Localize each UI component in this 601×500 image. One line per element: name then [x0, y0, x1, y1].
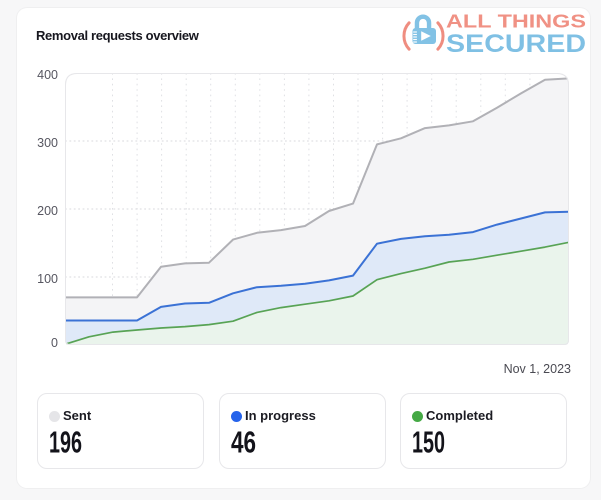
svg-text:150: 150	[412, 425, 445, 459]
svg-text:46: 46	[231, 425, 256, 459]
svg-text:SECURED: SECURED	[446, 30, 586, 58]
svg-text:196: 196	[49, 425, 82, 459]
svg-text:ALL THINGS: ALL THINGS	[446, 11, 586, 32]
